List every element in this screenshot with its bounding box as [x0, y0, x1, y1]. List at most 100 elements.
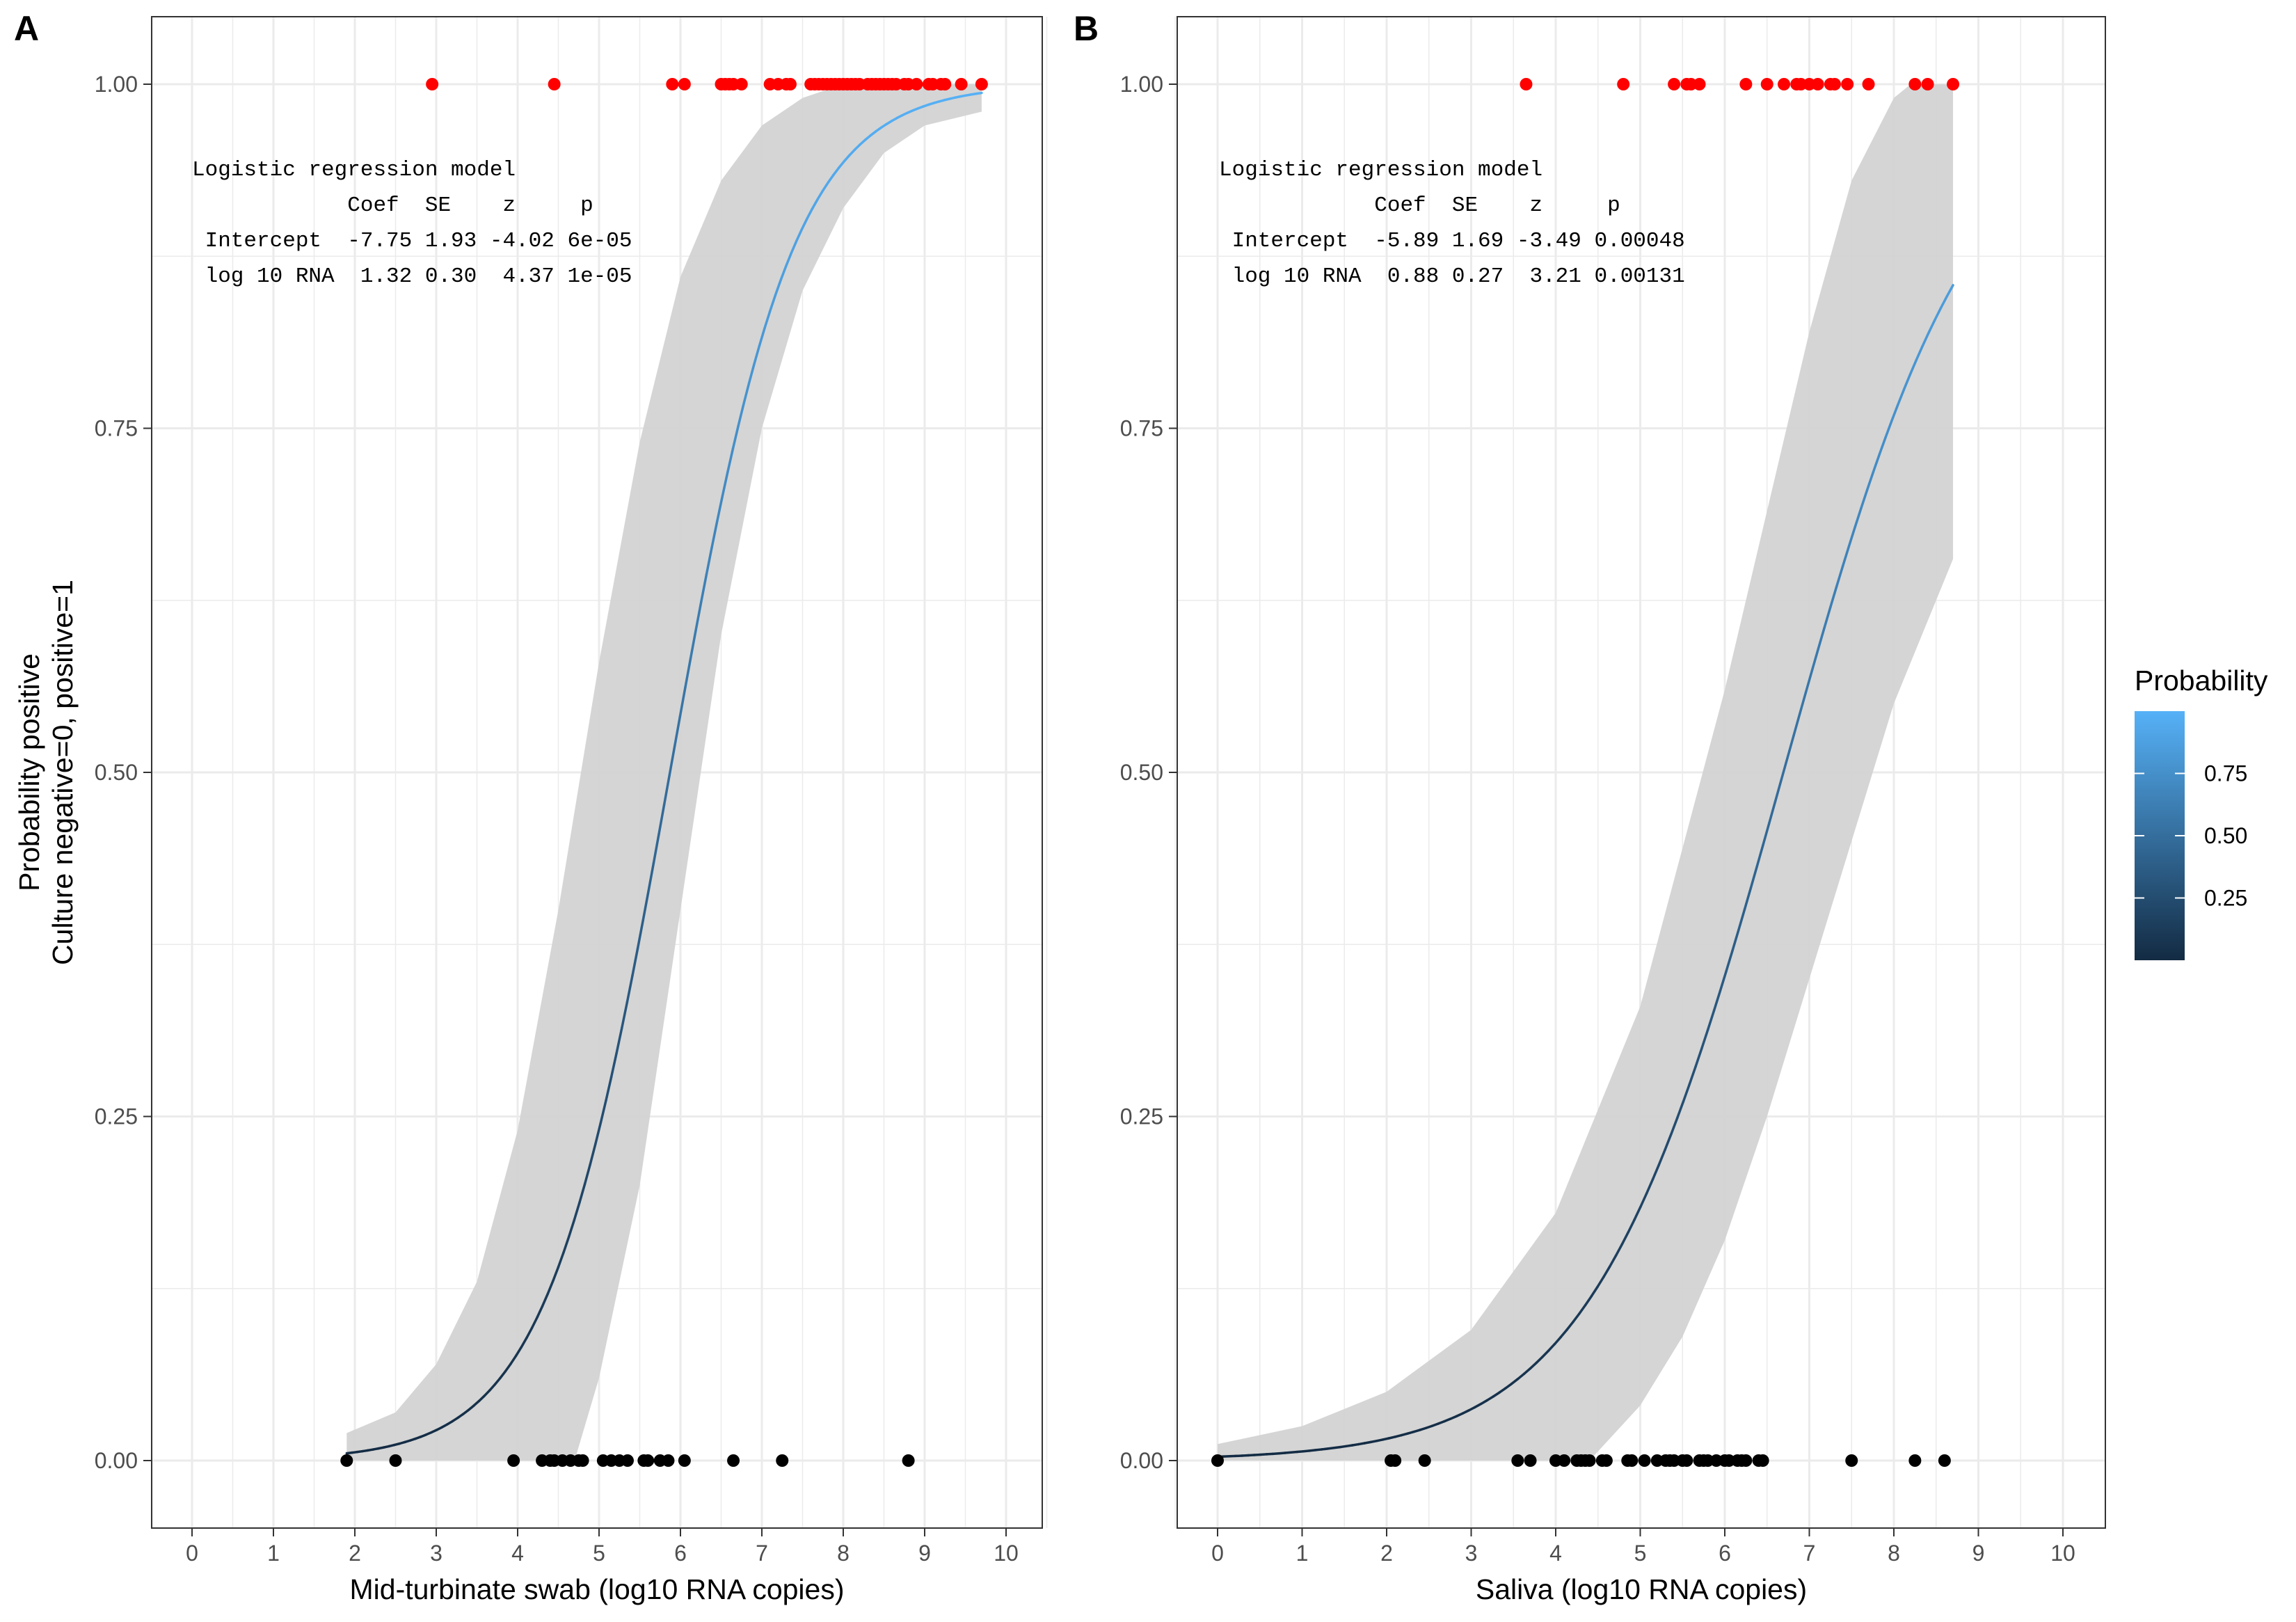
data-point-negative — [1625, 1454, 1639, 1467]
x-tick-label: 7 — [756, 1541, 768, 1566]
fit-curve-segment — [509, 1354, 518, 1365]
data-point-positive — [1862, 78, 1875, 90]
x-tick-label: 3 — [1465, 1541, 1478, 1566]
fit-curve-segment — [1749, 865, 1758, 889]
fit-curve-segment — [822, 181, 830, 192]
data-point-negative — [340, 1454, 353, 1467]
fit-curve-segment — [593, 1121, 603, 1146]
fit-curve-segment — [1492, 1391, 1501, 1398]
y-tick-label: 0.75 — [95, 416, 138, 441]
fit-curve-segment — [747, 363, 756, 385]
data-point-positive — [1921, 78, 1934, 90]
data-point-positive — [678, 78, 691, 90]
fit-curve-segment — [1694, 1047, 1703, 1068]
fit-curve-segment — [1884, 419, 1893, 439]
x-tick-label: 6 — [1719, 1541, 1731, 1566]
fit-curve-segment — [641, 891, 650, 922]
data-point-negative — [1511, 1454, 1524, 1467]
data-point-negative — [389, 1454, 402, 1467]
x-tick-label: 1 — [1296, 1541, 1309, 1566]
x-tick-label: 1 — [267, 1541, 280, 1566]
fit-curve-segment — [1939, 295, 1948, 310]
legend-tick-label: 0.75 — [2204, 761, 2247, 786]
points-a — [340, 78, 988, 1467]
data-point-negative — [1418, 1454, 1431, 1467]
fit-curve-segment — [1565, 1321, 1574, 1331]
y-tick-label: 0.25 — [95, 1104, 138, 1129]
fit-curve-segment — [567, 1218, 576, 1238]
y-ticks-a: 0.00 0.25 0.50 0.75 1.00 — [95, 72, 152, 1473]
fit-curve-segment — [811, 198, 819, 210]
data-point-positive — [1908, 78, 1922, 90]
fit-curve-segment — [1522, 1367, 1531, 1376]
y-tick-label: 0.00 — [95, 1448, 138, 1473]
data-point-negative — [576, 1454, 589, 1467]
fit-curve-a — [345, 91, 983, 1455]
fit-curve-segment — [779, 265, 788, 282]
data-point-positive — [1828, 78, 1841, 90]
fit-curve-segment — [774, 279, 782, 297]
data-point-positive — [1668, 78, 1681, 90]
fit-curve-segment — [1890, 403, 1899, 422]
fit-curve-segment — [1737, 907, 1746, 932]
fit-curve-segment — [1792, 712, 1801, 737]
x-tick-label: 4 — [511, 1541, 524, 1566]
panel-label-b: B — [1074, 9, 1099, 48]
fit-curve-segment — [975, 91, 983, 95]
fit-curve-segment — [837, 160, 845, 170]
fit-curve-segment — [1897, 388, 1906, 406]
x-tick-label: 6 — [674, 1541, 687, 1566]
fit-curve-segment — [615, 1026, 623, 1055]
data-point-negative — [1680, 1454, 1693, 1467]
fit-curve-segment — [806, 207, 814, 221]
data-point-positive — [1778, 78, 1791, 90]
fit-curve-segment — [1584, 1295, 1593, 1307]
fit-curve-segment — [790, 239, 798, 255]
y-tick-label: 1.00 — [1120, 72, 1163, 97]
fit-curve-segment — [668, 744, 676, 777]
points-b — [1211, 78, 1960, 1467]
data-point-negative — [641, 1454, 655, 1467]
fit-curve-segment — [1902, 373, 1912, 391]
fit-curve-segment — [1559, 1328, 1568, 1339]
fit-curve-segment — [541, 1292, 550, 1307]
fit-curve-segment — [483, 1389, 491, 1397]
fit-curve-segment — [1915, 344, 1924, 362]
fit-curve-segment — [609, 1051, 618, 1079]
data-point-negative — [678, 1454, 691, 1467]
fit-curve-segment — [504, 1362, 512, 1373]
fit-curve-segment — [1773, 778, 1783, 803]
fit-curve-segment — [1529, 1361, 1538, 1370]
x-tick-label: 10 — [994, 1541, 1019, 1566]
fit-curve-segment — [1878, 436, 1887, 456]
x-ticks-a: 0 1 2 3 4 5 6 7 8 9 10 — [186, 1528, 1019, 1566]
fit-curve-segment — [1639, 1192, 1648, 1209]
fit-curve-segment — [662, 774, 671, 806]
y-ticks-b: 0.00 0.25 0.50 0.75 1.00 — [1120, 72, 1177, 1473]
annotation-line: Coef SE z p — [192, 193, 593, 218]
fit-curve-segment — [525, 1326, 534, 1339]
legend-tick-label: 0.50 — [2204, 823, 2247, 848]
fit-curve-segment — [1706, 1009, 1716, 1031]
fit-curve-segment — [1841, 545, 1851, 568]
fit-curve-segment — [721, 470, 729, 498]
data-point-negative — [621, 1454, 634, 1467]
data-point-positive — [975, 78, 988, 90]
fit-curve-segment — [1651, 1163, 1660, 1181]
fit-curve-segment — [1700, 1028, 1709, 1050]
fit-curve-segment — [1927, 319, 1936, 335]
data-point-negative — [1600, 1454, 1613, 1467]
fit-curve-segment — [1933, 307, 1943, 322]
fit-curve-segment — [1657, 1148, 1666, 1166]
fit-curve-segment — [514, 1346, 523, 1358]
x-ticks-b: 0 1 2 3 4 5 6 7 8 9 10 — [1211, 1528, 2075, 1566]
x-tick-label: 9 — [918, 1541, 931, 1566]
regression-table-a: Logistic regression model Coef SE z p In… — [192, 158, 632, 289]
fit-curve-segment — [583, 1163, 591, 1186]
fit-curve-segment — [1602, 1265, 1611, 1278]
fit-curve-segment — [605, 1076, 613, 1102]
annotation-line: Intercept -7.75 1.93 -4.02 6e-05 — [192, 229, 632, 253]
x-tick-label: 0 — [1211, 1541, 1224, 1566]
y-axis-label-a-line1: Probability positive — [13, 653, 45, 891]
data-point-negative — [507, 1454, 520, 1467]
